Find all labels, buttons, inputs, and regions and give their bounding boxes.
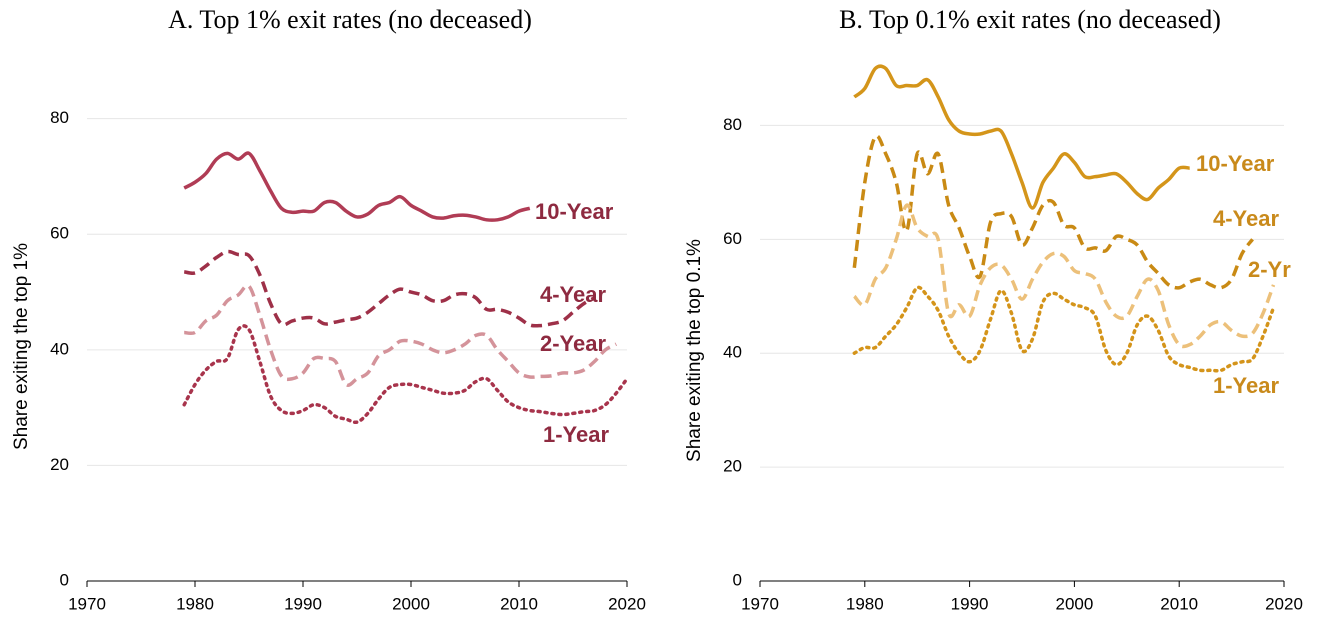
y-tick-label: 0 <box>733 570 742 589</box>
series-label: 10-Year <box>1196 151 1275 176</box>
series-label: 1-Year <box>543 422 609 447</box>
series-label: 2-Yr <box>1248 257 1291 282</box>
x-tick-label: 2000 <box>392 594 430 613</box>
series-line <box>183 151 531 222</box>
series-line <box>853 203 1276 349</box>
x-tick-label: 1990 <box>284 594 322 613</box>
series-label: 10-Year <box>535 199 614 224</box>
series-line <box>853 64 1190 210</box>
y-axis-label: Share exiting the top 0.1% <box>684 239 705 462</box>
y-tick-label: 0 <box>60 570 69 589</box>
x-tick-label: 2020 <box>608 594 646 613</box>
y-tick-label: 80 <box>50 108 69 127</box>
x-tick-label: 1970 <box>741 594 779 613</box>
series-label: 1-Year <box>1213 373 1279 398</box>
series-label: 4-Year <box>1213 206 1279 231</box>
x-tick-label: 1970 <box>68 594 106 613</box>
series-line <box>182 324 629 425</box>
x-tick-label: 1990 <box>951 594 989 613</box>
x-tick-label: 1980 <box>846 594 884 613</box>
chart-title: B. Top 0.1% exit rates (no deceased) <box>839 5 1221 34</box>
y-tick-label: 80 <box>723 115 742 134</box>
y-tick-label: 20 <box>50 455 69 474</box>
x-tick-label: 2010 <box>1160 594 1198 613</box>
chart-title: A. Top 1% exit rates (no deceased) <box>168 5 532 34</box>
x-tick-label: 1980 <box>176 594 214 613</box>
x-tick-label: 2020 <box>1265 594 1303 613</box>
series-line <box>183 249 596 328</box>
y-tick-label: 40 <box>723 343 742 362</box>
series-line <box>852 285 1276 373</box>
y-tick-label: 60 <box>723 229 742 248</box>
y-axis-label: Share exiting the top 1% <box>11 243 32 450</box>
series-label: 2-Year <box>540 331 606 356</box>
x-tick-label: 2010 <box>500 594 538 613</box>
series-line <box>852 134 1254 290</box>
y-tick-label: 20 <box>723 457 742 476</box>
series-line <box>184 283 618 387</box>
x-tick-label: 2000 <box>1055 594 1093 613</box>
series-label: 4-Year <box>540 282 606 307</box>
y-tick-label: 40 <box>50 339 69 358</box>
y-tick-label: 60 <box>50 224 69 243</box>
